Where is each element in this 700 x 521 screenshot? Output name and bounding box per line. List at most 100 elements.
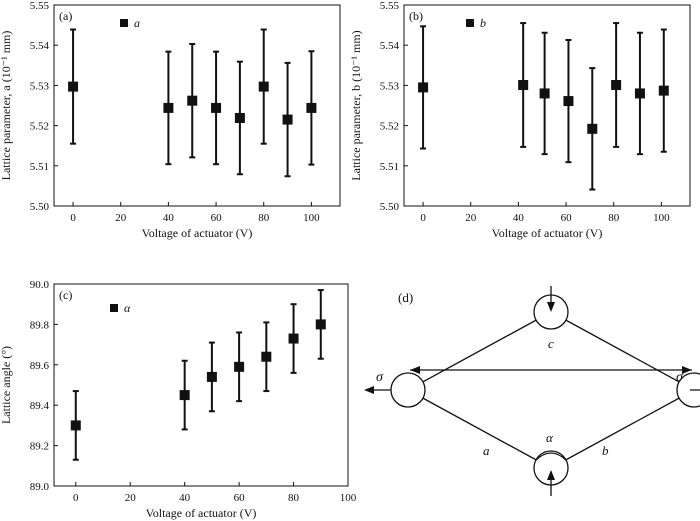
- y-axis-label: Lattice parameter, b (10⁻¹ mm): [349, 30, 363, 180]
- data-point: [611, 22, 622, 148]
- y-tick-label: 5.51: [380, 161, 399, 173]
- y-tick-label: 89.4: [30, 400, 50, 412]
- data-point: [418, 25, 429, 150]
- x-tick-label: 20: [125, 492, 137, 504]
- y-axis-label: Lattice angle (°): [0, 346, 13, 424]
- y-tick-label: 5.55: [30, 0, 50, 12]
- angle-arc: [535, 452, 567, 461]
- y-tick-label: 5.50: [30, 201, 50, 213]
- data-point: [261, 321, 272, 393]
- atom-right: [676, 372, 700, 408]
- x-tick-label: 40: [513, 212, 525, 224]
- point-marker: [315, 319, 326, 330]
- point-marker: [211, 102, 222, 113]
- legend-label: α: [124, 301, 131, 315]
- data-point: [282, 61, 293, 178]
- rhombus-side-lower-right: [550, 389, 695, 469]
- rhombus-side-upper-right: [550, 311, 695, 391]
- point-marker: [518, 79, 529, 90]
- data-point: [187, 42, 198, 159]
- plot-frame: [53, 4, 341, 207]
- point-marker: [68, 81, 79, 92]
- dimension-arrow-left: [410, 366, 420, 374]
- x-tick-label: 20: [465, 212, 477, 224]
- data-point: [563, 38, 574, 164]
- point-marker: [234, 112, 245, 123]
- rhombus-side-lower-left: [407, 389, 552, 469]
- dimension-arrow-right: [682, 366, 692, 374]
- data-point: [258, 28, 269, 145]
- x-tick-label: 20: [115, 212, 127, 224]
- y-axis-label: Lattice parameter, a (10⁻¹ mm): [0, 31, 13, 181]
- y-tick-label: 5.51: [30, 161, 49, 173]
- x-tick-label: 60: [211, 212, 223, 224]
- point-marker: [306, 102, 317, 113]
- panel-label: (b): [409, 9, 423, 23]
- data-point: [211, 50, 222, 166]
- point-marker: [234, 361, 245, 372]
- data-point: [288, 303, 299, 374]
- point-marker: [282, 114, 293, 125]
- y-tick-label: 89.2: [30, 441, 49, 453]
- legend-label: b: [480, 16, 486, 30]
- x-tick-label: 60: [561, 212, 573, 224]
- y-tick-label: 5.50: [380, 201, 400, 213]
- x-tick-label: 80: [258, 212, 270, 224]
- point-marker: [70, 420, 81, 431]
- y-tick-label: 5.54: [380, 40, 400, 52]
- load-arrowhead-bottom: [547, 470, 555, 480]
- x-tick-label: 100: [303, 212, 320, 224]
- point-marker: [261, 351, 272, 362]
- x-tick-label: 0: [420, 212, 426, 224]
- data-point: [68, 28, 79, 145]
- label-c: c: [548, 336, 554, 351]
- y-tick-label: 5.53: [30, 80, 50, 92]
- point-marker: [563, 96, 574, 107]
- y-tick-label: 5.55: [380, 0, 400, 12]
- x-tick-label: 0: [73, 492, 79, 504]
- x-tick-label: 100: [340, 492, 357, 504]
- legend-marker: [120, 19, 128, 27]
- label-a: a: [483, 443, 490, 458]
- x-tick-label: 0: [70, 212, 76, 224]
- point-marker: [163, 102, 174, 113]
- label-b: b: [602, 443, 609, 458]
- legend-label: a: [134, 16, 140, 30]
- data-point: [234, 60, 245, 176]
- x-tick-label: 100: [653, 212, 670, 224]
- legend-marker: [466, 19, 474, 27]
- point-marker: [288, 333, 299, 344]
- diagram-labels: σ σ c a b α: [376, 336, 684, 458]
- y-tick-label: 5.52: [30, 121, 49, 133]
- data-point: [70, 390, 81, 461]
- y-tick-label: 5.54: [30, 40, 50, 52]
- data-point: [179, 359, 190, 431]
- x-tick-label: 40: [163, 212, 175, 224]
- sigma-arrowhead-left: [364, 386, 374, 394]
- sigma-label-left: σ: [376, 370, 384, 385]
- y-tick-label: 5.53: [380, 80, 400, 92]
- load-arrowhead-top: [547, 302, 555, 312]
- y-tick-label: 89.0: [30, 481, 50, 493]
- x-axis-label: Voltage of actuator (V): [146, 506, 257, 520]
- y-tick-label: 89.8: [30, 319, 50, 331]
- atom-left: [390, 372, 426, 408]
- point-marker: [206, 371, 217, 382]
- data-point: [539, 31, 550, 156]
- point-marker: [611, 79, 622, 90]
- data-point: [587, 67, 598, 191]
- point-marker: [258, 81, 269, 92]
- data-point: [315, 289, 326, 360]
- panel-label: (a): [59, 9, 72, 23]
- data-point: [163, 50, 174, 166]
- y-tick-label: 90.0: [30, 279, 50, 291]
- x-axis-label: Voltage of actuator (V): [142, 226, 253, 240]
- data-point: [518, 22, 529, 148]
- diagram-panel-label: (d): [398, 290, 413, 305]
- plot-frame: [53, 283, 349, 487]
- rhombus-side-upper-left: [407, 311, 552, 391]
- x-axis-label: Voltage of actuator (V): [492, 226, 603, 240]
- panel-label: (c): [59, 288, 72, 302]
